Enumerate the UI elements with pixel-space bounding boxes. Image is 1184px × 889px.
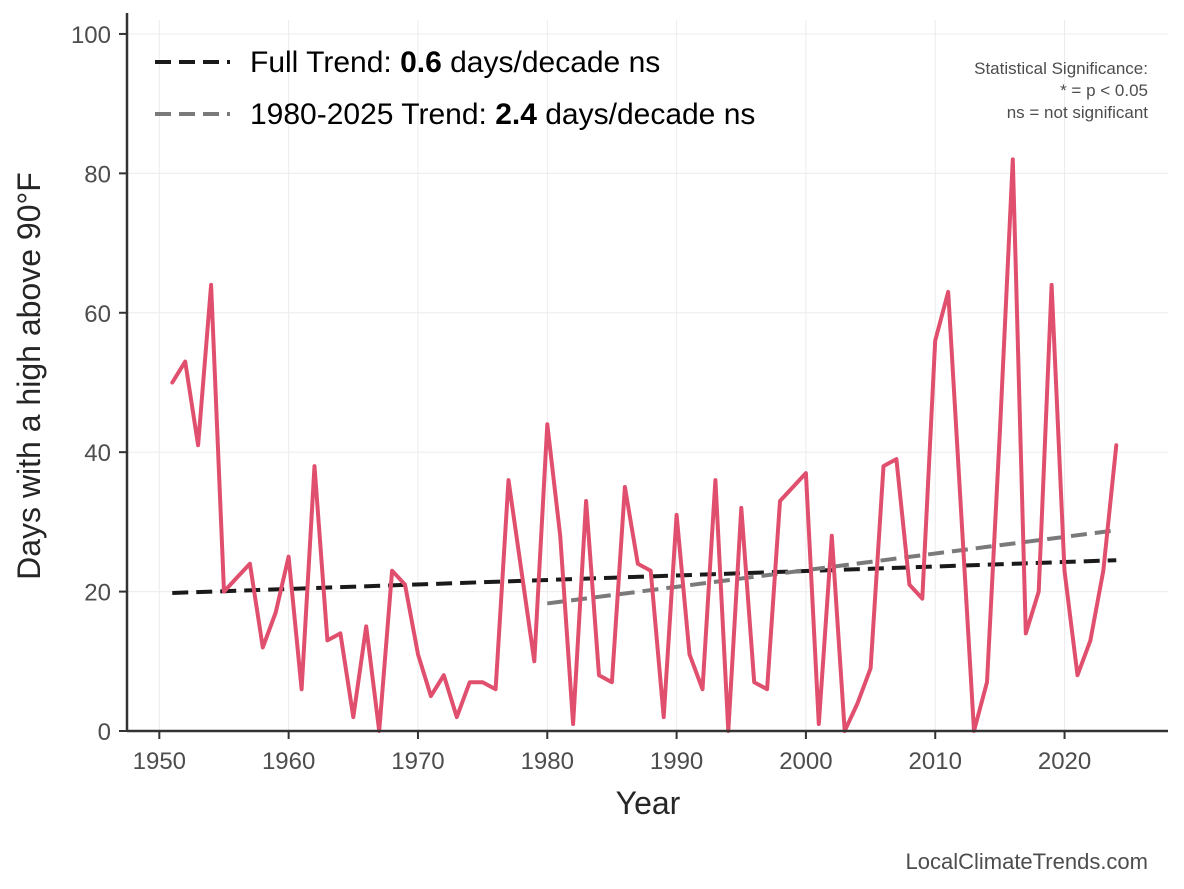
x-axis-ticks: 1950 1960 1970 1980 1990 2000 2010 2020: [133, 731, 1091, 775]
legend-recent-value: 2.4: [495, 98, 537, 131]
x-tick-label-1980: 1980: [521, 748, 574, 775]
significance-line-2: * = p < 0.05: [1060, 81, 1148, 100]
x-tick-label-2000: 2000: [779, 748, 832, 775]
x-axis-title: Year: [616, 785, 681, 821]
series-line-days-above-90: [170, 157, 1119, 733]
legend-recent-trend-label: 1980-2025 Trend: 2.4 days/decade ns: [250, 98, 755, 131]
y-tick-label-20: 20: [84, 580, 111, 607]
y-axis-ticks: 0 20 40 60 80 100: [71, 22, 127, 746]
x-tick-label-1950: 1950: [133, 748, 186, 775]
full-trend-line: [172, 558, 1117, 595]
legend-full-value: 0.6: [400, 46, 442, 79]
y-tick-label-0: 0: [98, 719, 111, 746]
series-layer: [170, 157, 1119, 733]
x-tick-label-2010: 2010: [909, 748, 962, 775]
legend-recent-prefix: 1980-2025 Trend:: [250, 98, 495, 131]
legend: Full Trend: 0.6 days/decade ns 1980-2025…: [155, 46, 755, 131]
y-tick-label-60: 60: [84, 301, 111, 328]
legend-full-prefix: Full Trend:: [250, 46, 400, 79]
x-tick-label-1970: 1970: [391, 748, 444, 775]
legend-recent-suffix: days/decade ns: [537, 98, 755, 131]
y-tick-label-80: 80: [84, 161, 111, 188]
significance-line-1: Statistical Significance:: [974, 59, 1148, 78]
legend-full-suffix: days/decade ns: [442, 46, 660, 79]
y-tick-label-100: 100: [71, 22, 111, 49]
full-trend-layer: [172, 558, 1117, 595]
legend-full-trend-label: Full Trend: 0.6 days/decade ns: [250, 46, 660, 79]
footer-source: LocalClimateTrends.com: [906, 849, 1149, 874]
x-tick-label-2020: 2020: [1038, 748, 1091, 775]
y-tick-label-40: 40: [84, 440, 111, 467]
x-tick-label-1990: 1990: [650, 748, 703, 775]
y-axis-title: Days with a high above 90°F: [11, 172, 47, 580]
significance-note: Statistical Significance: * = p < 0.05 n…: [974, 59, 1148, 122]
axes: [125, 13, 1168, 733]
significance-line-3: ns = not significant: [1007, 103, 1149, 122]
x-tick-label-1960: 1960: [262, 748, 315, 775]
